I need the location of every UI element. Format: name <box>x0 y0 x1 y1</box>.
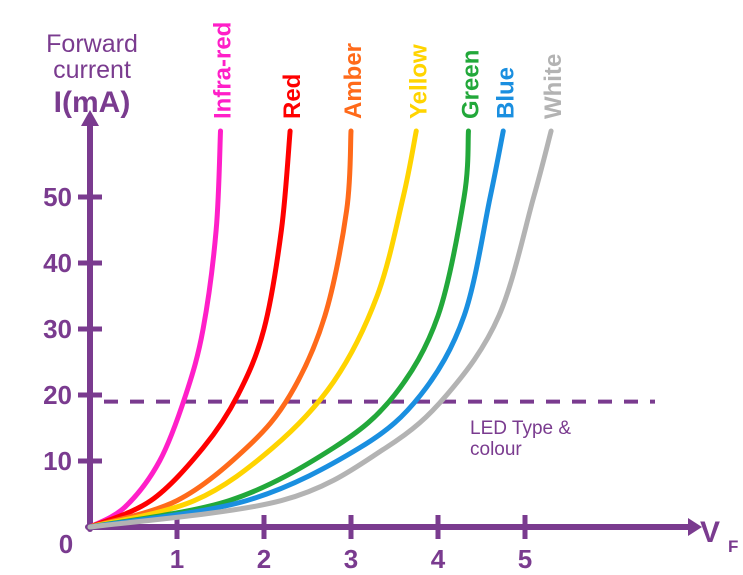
series-line-white <box>87 128 554 530</box>
series-label-yellow: Yellow <box>405 44 432 119</box>
y-tick-label: 10 <box>43 446 72 476</box>
y-tick-label: 20 <box>43 380 72 410</box>
series-label-amber: Amber <box>340 43 367 119</box>
x-axis-arrow <box>688 518 702 536</box>
annotation-line2: colour <box>470 439 522 460</box>
y-tick-label: 50 <box>43 182 72 212</box>
x-tick-label: 1 <box>170 544 184 574</box>
series-line-red <box>87 128 293 530</box>
x-tick-label: 4 <box>431 544 446 574</box>
series-line-infra-red <box>87 128 223 530</box>
y-axis-title-line3: I(mA) <box>54 86 131 119</box>
x-tick-label: 5 <box>518 544 532 574</box>
series-label-red: Red <box>279 74 306 119</box>
origin-label: 0 <box>59 529 73 559</box>
series-label-green: Green <box>457 50 484 119</box>
plot-area: 10 20 30 40 50 1 2 3 4 5 Infra-red Red Amber Yellow Gr… <box>43 22 702 574</box>
series-label-white: White <box>540 54 567 119</box>
series-line-green <box>87 128 471 530</box>
y-tick-label: 40 <box>43 248 72 278</box>
y-axis-title-line2: current <box>53 56 131 84</box>
series-label-blue: Blue <box>492 67 519 119</box>
y-axis-arrow <box>81 110 99 126</box>
x-tick-label: 3 <box>344 544 358 574</box>
annotation-line1: LED Type & <box>470 418 571 439</box>
series-line-blue <box>87 128 506 530</box>
y-axis-title-line1: Forward <box>46 30 138 58</box>
x-axis-title-subscript: F <box>728 537 738 556</box>
series-line-amber <box>87 128 354 530</box>
y-tick-label: 30 <box>43 314 72 344</box>
x-tick-label: 2 <box>257 544 271 574</box>
x-axis-title: V <box>700 516 720 549</box>
series-line-yellow <box>87 128 419 530</box>
series-label-infra-red: Infra-red <box>210 22 237 119</box>
